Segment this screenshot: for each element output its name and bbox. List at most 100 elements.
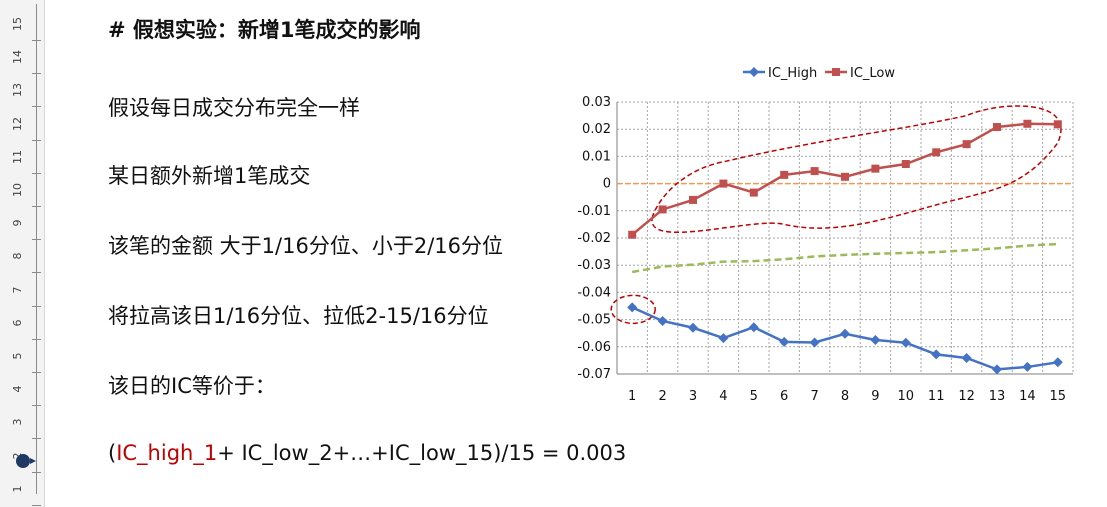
slide-marker-arrow-icon (30, 458, 36, 464)
text-line: 将拉高该日1/16分位、拉低2-15/16分位 (108, 304, 489, 328)
formula-open: ( (108, 441, 117, 465)
y-tick-label: 0.01 (582, 149, 611, 164)
data-point-IC_High (931, 349, 942, 360)
ruler-number: 12 (11, 116, 24, 131)
y-tick-label: -0.07 (577, 367, 611, 382)
data-point-IC_High (961, 352, 972, 363)
x-tick-label: 8 (841, 389, 849, 404)
legend-label: IC_Low (850, 66, 895, 81)
data-point-IC_High (718, 333, 729, 344)
data-point-IC_High (992, 364, 1002, 375)
formula-highlight: IC_high_1 (116, 441, 218, 465)
ruler-tick (32, 504, 41, 506)
x-tick-label: 1 (628, 389, 636, 404)
x-tick-label: 13 (989, 389, 1006, 404)
data-point-IC_Low (719, 179, 728, 188)
ruler-tick (32, 471, 41, 473)
x-tick-label: 5 (750, 389, 758, 404)
data-point-IC_Low (841, 172, 849, 181)
x-tick-label: 14 (1019, 389, 1036, 404)
ruler-tick (32, 239, 41, 241)
ruler-number: 1 (11, 485, 24, 493)
ruler-number: 4 (11, 385, 24, 393)
ruler-number: 13 (11, 83, 24, 98)
data-point-IC_High (1052, 357, 1063, 368)
legend-marker-IC_Low (832, 68, 840, 76)
text-line: 某日额外新增1笔成交 (108, 164, 311, 188)
ruler-tick (32, 338, 41, 340)
average-trend-line (631, 242, 1058, 274)
data-point-IC_Low (628, 230, 637, 239)
ruler-line (36, 4, 37, 494)
data-point-IC_Low (932, 148, 941, 157)
data-point-IC_Low (810, 167, 819, 176)
ruler-number: 5 (11, 352, 24, 360)
x-tick-label: 3 (689, 389, 697, 404)
data-point-IC_High (748, 322, 759, 333)
ruler-tick (32, 73, 41, 75)
data-point-IC_High (840, 328, 850, 339)
x-tick-label: 15 (1050, 389, 1067, 404)
ruler-tick (32, 272, 41, 274)
y-tick-label: 0 (603, 177, 611, 192)
text-line: 该日的IC等价于： (108, 374, 276, 398)
data-point-IC_High (779, 336, 790, 347)
data-point-IC_Low (749, 188, 758, 197)
ruler-number: 9 (11, 219, 24, 227)
vertical-ruler: 151413121110987654321 (0, 0, 44, 507)
y-tick-label: -0.05 (577, 313, 611, 328)
y-tick-label: -0.03 (577, 258, 611, 273)
slide-heading: # 假想实验：新增1笔成交的影响 (108, 18, 421, 42)
data-point-IC_Low (780, 170, 789, 179)
y-tick-label: -0.01 (577, 204, 611, 219)
formula-rest: + IC_low_2+…+IC_low_15)/15 = 0.003 (217, 441, 627, 465)
ruler-tick (32, 106, 41, 108)
data-point-IC_Low (1023, 119, 1032, 128)
x-tick-label: 10 (898, 389, 915, 404)
ruler-number: 3 (11, 418, 24, 426)
data-point-IC_High (688, 322, 698, 333)
chart-svg: 0.03 0.02 0.01 0 -0.01 -0.02 -0.03 -0.04 -0.05 -0… (577, 66, 1074, 404)
data-point-IC_High (900, 337, 911, 348)
y-tick-label: 0.03 (582, 95, 611, 110)
formula-line: (IC_high_1+ IC_low_2+…+IC_low_15)/15 = 0… (108, 441, 626, 465)
x-tick-label: 9 (871, 389, 879, 404)
annotation-circle (610, 294, 656, 325)
slide-marker-handle[interactable] (16, 454, 30, 468)
y-tick-label: -0.02 (577, 231, 611, 246)
data-point-IC_High (870, 335, 881, 345)
legend-label: IC_High (768, 66, 817, 81)
data-point-IC_Low (658, 205, 667, 214)
y-tick-label: -0.06 (577, 340, 611, 355)
x-tick-label: 12 (958, 389, 975, 404)
y-tick-label: 0.02 (582, 122, 611, 137)
ruler-number: 11 (11, 149, 24, 164)
annotation-band (651, 105, 1062, 234)
data-point-IC_Low (1053, 120, 1062, 129)
data-point-IC_High (627, 302, 638, 313)
ic-line-chart: 0.03 0.02 0.01 0 -0.01 -0.02 -0.03 -0.04 -0.05 -0… (555, 52, 1090, 416)
data-point-IC_Low (962, 140, 971, 149)
data-point-IC_High (657, 315, 668, 326)
ruler-number: 15 (11, 17, 24, 31)
ruler-number: 14 (11, 50, 24, 65)
ruler-tick (32, 40, 41, 41)
ruler-tick (32, 305, 41, 307)
data-point-IC_Low (993, 123, 1001, 132)
y-tick-label: -0.04 (577, 285, 611, 300)
ruler-number: 6 (11, 319, 24, 327)
ruler-tick (32, 372, 41, 373)
x-tick-label: 2 (658, 389, 666, 404)
data-point-IC_High (809, 337, 820, 348)
data-point-IC_Low (689, 195, 697, 204)
data-point-IC_Low (901, 160, 910, 169)
text-line: 假设每日成交分布完全一样 (108, 96, 360, 120)
legend-marker-IC_High (749, 67, 759, 77)
text-line: 该笔的金额 大于1/16分位、小于2/16分位 (108, 234, 503, 258)
ruler-number: 10 (11, 183, 24, 197)
x-tick-label: 4 (719, 389, 727, 404)
ruler-tick (32, 139, 41, 141)
ruler-tick (32, 206, 41, 207)
ruler-tick (32, 405, 41, 407)
